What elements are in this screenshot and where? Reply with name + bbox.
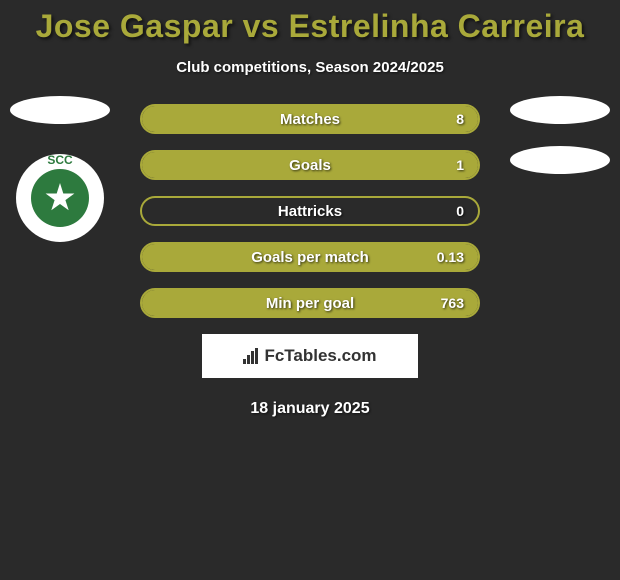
stat-row-goals: Goals 1 <box>140 150 480 180</box>
stat-label: Goals <box>289 157 331 174</box>
player2-badge-placeholder-2 <box>510 146 610 174</box>
stats-area: SCC Matches 8 Goals 1 Hattricks <box>0 104 620 418</box>
stat-label: Min per goal <box>266 295 354 312</box>
subtitle: Club competitions, Season 2024/2025 <box>0 59 620 76</box>
stat-row-goals-per-match: Goals per match 0.13 <box>140 242 480 272</box>
stat-value: 763 <box>441 295 464 311</box>
stat-label: Matches <box>280 111 340 128</box>
footer-date: 18 january 2025 <box>0 400 620 418</box>
stat-row-hattricks: Hattricks 0 <box>140 196 480 226</box>
right-player-badges <box>510 96 610 196</box>
stat-value: 0 <box>456 203 464 219</box>
stat-row-matches: Matches 8 <box>140 104 480 134</box>
bar-chart-icon <box>243 348 258 364</box>
player1-club-badge: SCC <box>16 154 104 242</box>
comparison-card: Jose Gaspar vs Estrelinha Carreira Club … <box>0 0 620 418</box>
stat-row-min-per-goal: Min per goal 763 <box>140 288 480 318</box>
stat-rows: Matches 8 Goals 1 Hattricks 0 Goals per … <box>140 104 480 318</box>
player1-badge-placeholder <box>10 96 110 124</box>
footer-brand-logo: FcTables.com <box>202 334 418 378</box>
footer-brand-text: FcTables.com <box>264 346 376 366</box>
stat-value: 0.13 <box>437 249 464 265</box>
club-badge-label: SCC <box>47 153 72 167</box>
star-icon <box>45 183 75 213</box>
stat-label: Hattricks <box>278 203 342 220</box>
page-title: Jose Gaspar vs Estrelinha Carreira <box>0 8 620 45</box>
stat-value: 1 <box>456 157 464 173</box>
stat-label: Goals per match <box>251 249 369 266</box>
player2-badge-placeholder-1 <box>510 96 610 124</box>
stat-value: 8 <box>456 111 464 127</box>
left-player-badges: SCC <box>10 96 110 242</box>
club-badge-inner: SCC <box>31 169 89 227</box>
